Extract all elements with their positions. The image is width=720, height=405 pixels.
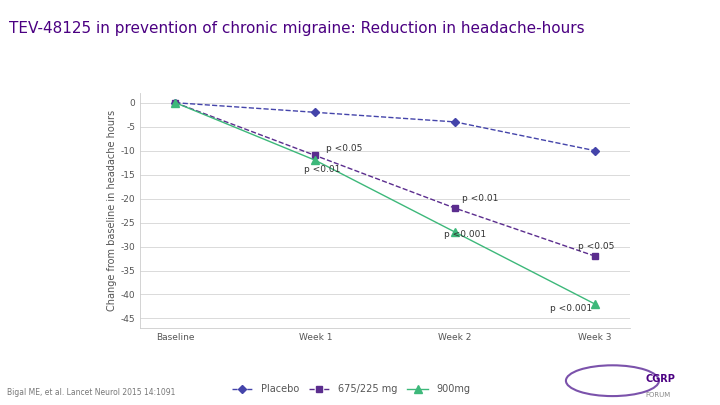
- Text: Bigal ME, et al. Lancet Neurol 2015 14:1091: Bigal ME, et al. Lancet Neurol 2015 14:1…: [7, 388, 176, 397]
- Text: p <0.001: p <0.001: [444, 230, 486, 239]
- Text: p <0.01: p <0.01: [304, 165, 341, 174]
- Text: FORUM: FORUM: [646, 392, 671, 398]
- Legend: Placebo, 675/225 mg, 900mg: Placebo, 675/225 mg, 900mg: [228, 381, 474, 399]
- Text: TEV-48125 in prevention of chronic migraine: Reduction in headache-hours: TEV-48125 in prevention of chronic migra…: [9, 21, 584, 36]
- Text: p <0.001: p <0.001: [550, 304, 593, 313]
- Text: p <0.05: p <0.05: [578, 242, 615, 251]
- Text: p <0.05: p <0.05: [326, 144, 363, 153]
- Text: CGRP: CGRP: [646, 374, 675, 384]
- Y-axis label: Change from baseline in headache hours: Change from baseline in headache hours: [107, 110, 117, 311]
- Text: p <0.01: p <0.01: [462, 194, 498, 203]
